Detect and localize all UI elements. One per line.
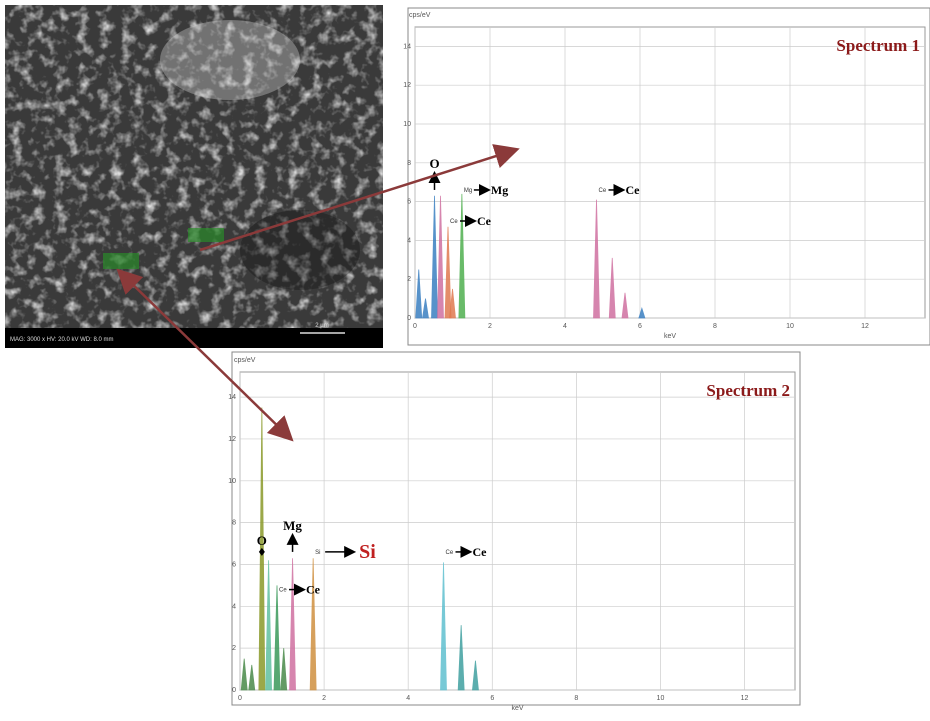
x-tick-label: 2 xyxy=(488,323,492,330)
x-tick-label: 6 xyxy=(490,695,494,702)
y-tick-label: 0 xyxy=(232,687,236,694)
page: MAG: 3000 x HV: 20.0 kV WD: 8.0 mm 2 µm … xyxy=(0,0,930,721)
x-tick-label: 4 xyxy=(406,695,410,702)
y-tick-label: 4 xyxy=(232,603,236,610)
panel-frame xyxy=(232,352,800,705)
y-tick-label: 10 xyxy=(228,478,236,485)
annotation-small: Ce xyxy=(450,219,458,225)
x-tick-label: 12 xyxy=(741,695,749,702)
x-tick-label: 10 xyxy=(657,695,665,702)
x-tick-label: 8 xyxy=(713,323,717,330)
spectrum-title: Spectrum 2 xyxy=(706,381,790,400)
x-tick-label: 8 xyxy=(574,695,578,702)
panel-frame xyxy=(408,8,930,345)
annotation-label: Mg xyxy=(283,518,302,533)
annotation-label: Ce xyxy=(473,545,488,559)
spectrum-title: Spectrum 1 xyxy=(836,36,920,55)
x-axis-label: keV xyxy=(664,333,676,340)
y-tick-label: 2 xyxy=(407,276,411,283)
y-tick-label: 14 xyxy=(228,394,236,401)
y-tick-label: 6 xyxy=(407,199,411,206)
y-unit: cps/eV xyxy=(234,357,256,364)
y-tick-label: 2 xyxy=(232,645,236,652)
annotation-label: Si xyxy=(359,541,376,563)
y-tick-label: 10 xyxy=(403,121,411,128)
y-tick-label: 4 xyxy=(407,237,411,244)
annotation-label: Mg xyxy=(491,183,508,197)
x-tick-label: 0 xyxy=(238,695,242,702)
x-tick-label: 6 xyxy=(638,323,642,330)
sem-caption: MAG: 3000 x HV: 20.0 kV WD: 8.0 mm xyxy=(10,337,113,343)
annotation-small: Ce xyxy=(279,588,287,594)
x-axis-label: keV xyxy=(511,705,523,712)
annotation-small: Ce xyxy=(446,550,454,556)
x-tick-label: 12 xyxy=(861,323,869,330)
spectrum-panel: 0 2 4 6 8 10 12 14 0 2 4 6 8 10 12 cps/eV keV Spectrum 2 O… xyxy=(228,352,800,712)
annotation-small: Si xyxy=(315,550,320,556)
annotation-label: Ce xyxy=(477,214,492,228)
x-tick-label: 2 xyxy=(322,695,326,702)
y-unit: cps/eV xyxy=(409,12,431,19)
figure: MAG: 3000 x HV: 20.0 kV WD: 8.0 mm 2 µm … xyxy=(0,0,930,721)
sem-image: MAG: 3000 x HV: 20.0 kV WD: 8.0 mm 2 µm xyxy=(5,5,383,348)
annotation-label: O xyxy=(257,533,267,548)
scale-bar-label: 2 µm xyxy=(315,323,328,329)
annotation-small: Ce xyxy=(599,188,607,194)
y-tick-label: 8 xyxy=(232,520,236,527)
x-tick-label: 0 xyxy=(413,323,417,330)
x-tick-label: 10 xyxy=(786,323,794,330)
y-tick-label: 12 xyxy=(228,436,236,443)
y-tick-label: 12 xyxy=(403,82,411,89)
y-tick-label: 0 xyxy=(407,315,411,322)
annotation-label: Ce xyxy=(306,583,321,597)
y-tick-label: 14 xyxy=(403,43,411,50)
annotation-small: Mg xyxy=(464,188,472,194)
y-tick-label: 6 xyxy=(232,561,236,568)
annotation-label: O xyxy=(429,156,439,171)
x-tick-label: 4 xyxy=(563,323,567,330)
annotation-label: Ce xyxy=(626,183,641,197)
spectrum-panel: 0 2 4 6 8 10 12 14 0 2 4 6 8 10 12 cps/eV keV Spectrum 1 O… xyxy=(403,8,930,345)
y-tick-label: 8 xyxy=(407,160,411,167)
